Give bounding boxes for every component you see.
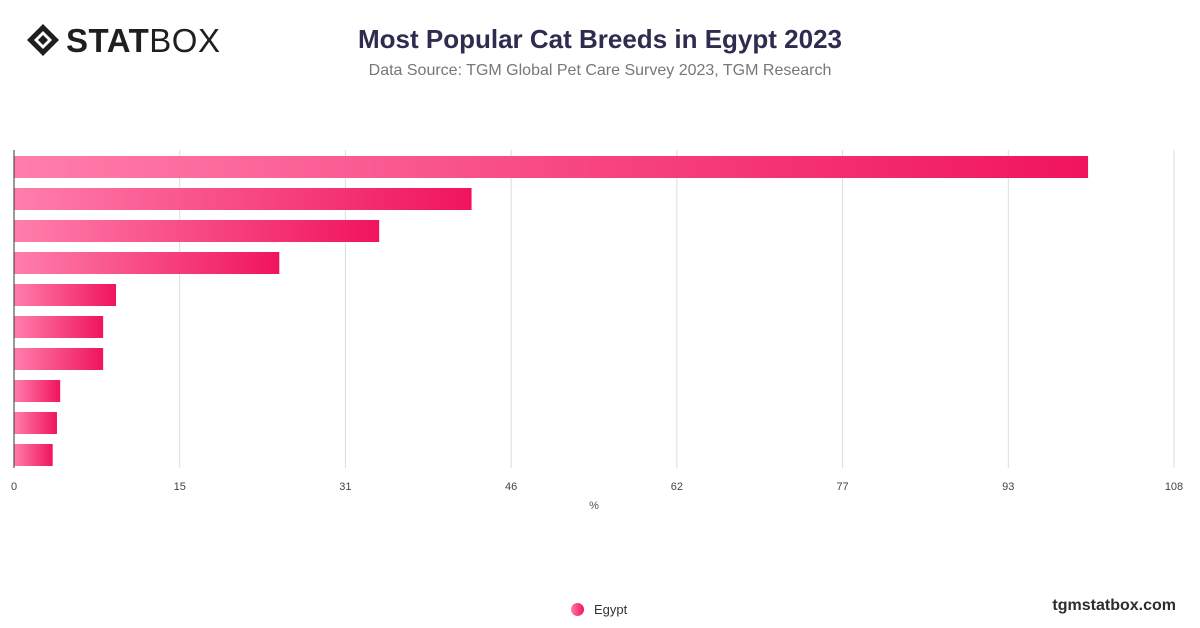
statbox-logo[interactable]: STATBOX (26, 22, 220, 58)
logo-text: STATBOX (66, 24, 220, 57)
diamond-logo-icon (27, 24, 59, 56)
x-axis-ticks: 0 15 31 46 62 77 93 108 (11, 481, 1183, 493)
x-tick-label: 46 (505, 481, 517, 493)
x-tick-label: 77 (836, 481, 848, 493)
bar[interactable] (14, 188, 472, 210)
bar[interactable] (14, 316, 104, 338)
x-tick-label: 62 (671, 481, 683, 493)
legend[interactable]: Egypt (571, 602, 627, 617)
bar[interactable] (14, 412, 57, 434)
legend-label: Egypt (594, 602, 628, 617)
chart-title: Most Popular Cat Breeds in Egypt 2023 (357, 24, 842, 54)
bar[interactable] (14, 444, 53, 466)
grid-lines (179, 150, 1175, 468)
bars (14, 156, 1089, 466)
logo-text-thin: BOX (149, 21, 221, 59)
x-tick-label: 15 (174, 481, 186, 493)
legend-marker-icon (571, 603, 584, 616)
logo-text-bold: STAT (66, 21, 150, 59)
bar[interactable] (14, 220, 380, 242)
x-tick-label: 93 (1002, 481, 1014, 493)
chart-subtitle: Data Source: TGM Global Pet Care Survey … (368, 62, 832, 79)
footer-site[interactable]: tgmstatbox.com (1052, 597, 1176, 614)
bar[interactable] (14, 284, 117, 306)
bar[interactable] (14, 156, 1089, 178)
x-tick-label: 108 (1165, 481, 1183, 493)
bar[interactable] (14, 380, 61, 402)
x-axis-label: % (589, 500, 599, 512)
x-tick-label: 31 (339, 481, 351, 493)
bar[interactable] (14, 348, 104, 370)
bar[interactable] (14, 252, 280, 274)
x-tick-label: 0 (11, 481, 17, 493)
